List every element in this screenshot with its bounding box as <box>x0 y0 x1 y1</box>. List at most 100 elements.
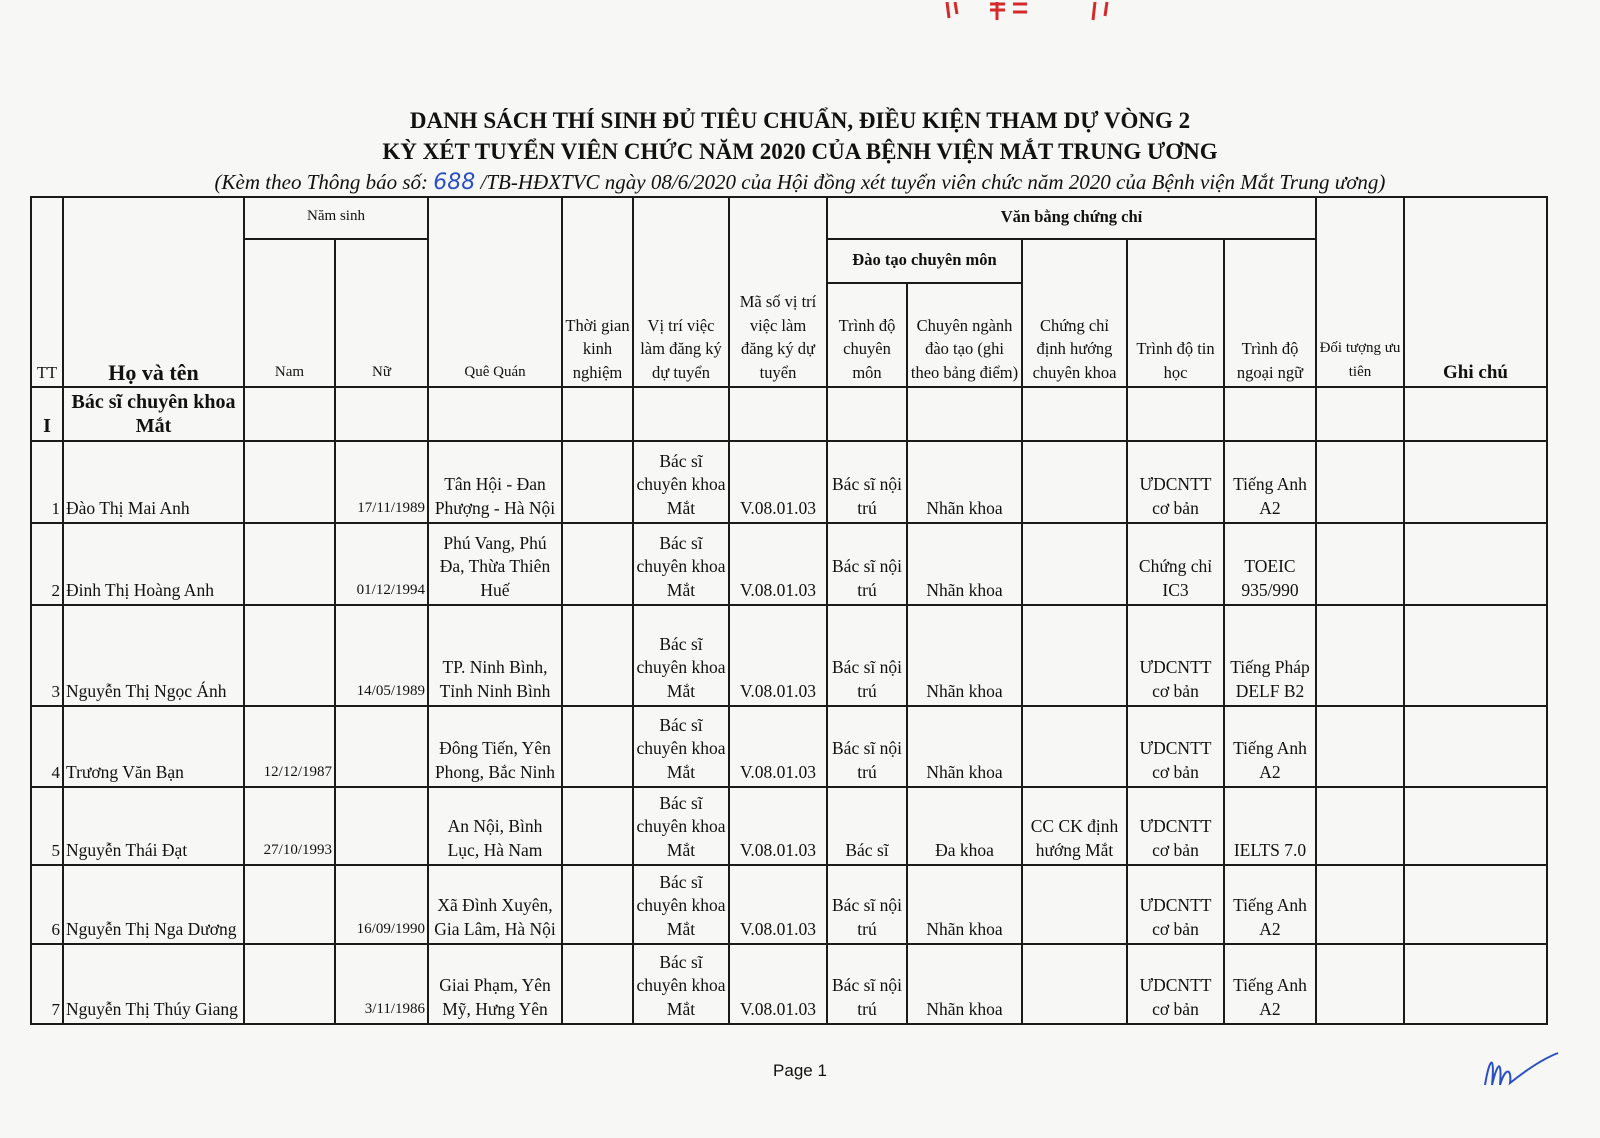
col-language-level: Trình độ ngoại ngữ <box>1223 238 1317 388</box>
row-priority <box>1315 522 1405 606</box>
row-it-level: ƯDCNTT cơ bản <box>1126 786 1225 866</box>
row-position-code: V.08.01.03 <box>728 440 828 524</box>
row-female-dob: 01/12/1994 <box>334 522 429 606</box>
row-it-level: ƯDCNTT cơ bản <box>1126 604 1225 707</box>
table-row: 6 Nguyễn Thị Nga Dương 16/09/1990 Xã Đình X… <box>30 864 1548 945</box>
red-stamp-fragment <box>945 1 1109 21</box>
row-experience <box>561 864 634 945</box>
handwritten-notice-number: 688 <box>433 170 476 195</box>
row-hometown: An Nội, Bình Lục, Hà Nam <box>427 786 563 866</box>
col-experience: Thời gian kinh nghiệm <box>561 196 634 388</box>
row-number: 3 <box>30 604 64 707</box>
row-number: 4 <box>30 705 64 788</box>
row-specialty-cert <box>1021 864 1128 945</box>
row-priority <box>1315 604 1405 707</box>
row-major: Đa khoa <box>906 786 1023 866</box>
row-position-code: V.08.01.03 <box>728 786 828 866</box>
col-female: Nữ <box>334 238 429 388</box>
row-priority <box>1315 786 1405 866</box>
row-it-level: Chứng chỉ IC3 <box>1126 522 1225 606</box>
section-row: I Bác sĩ chuyên khoa Mắt <box>30 386 1548 442</box>
row-major: Nhãn khoa <box>906 864 1023 945</box>
row-notes <box>1403 705 1548 788</box>
row-position-code: V.08.01.03 <box>728 943 828 1025</box>
col-name: Họ và tên <box>62 196 245 388</box>
row-experience <box>561 522 634 606</box>
row-hometown: Phú Vang, Phú Đa, Thừa Thiên Huế <box>427 522 563 606</box>
col-specialty-cert: Chứng chỉ định hướng chuyên khoa <box>1021 238 1128 388</box>
row-notes <box>1403 864 1548 945</box>
row-name: Nguyễn Thị Nga Dương <box>62 864 245 945</box>
row-male-dob: 27/10/1993 <box>243 786 336 866</box>
row-priority <box>1315 864 1405 945</box>
row-male-dob <box>243 864 336 945</box>
row-female-dob <box>334 786 429 866</box>
row-experience <box>561 786 634 866</box>
row-position-code: V.08.01.03 <box>728 864 828 945</box>
row-experience <box>561 604 634 707</box>
candidate-table: TT Họ và tên Năm sinh Quê Quán Thời gian… <box>30 196 1548 1025</box>
row-specialty-cert <box>1021 440 1128 524</box>
row-notes <box>1403 440 1548 524</box>
subtitle-prefix: (Kèm theo Thông báo số: <box>214 170 434 194</box>
col-tt: TT <box>30 196 64 388</box>
row-hometown: Đông Tiến, Yên Phong, Bắc Ninh <box>427 705 563 788</box>
col-priority: Đối tượng ưu tiên <box>1315 196 1405 388</box>
table-row: 3 Nguyễn Thị Ngọc Ánh 14/05/1989 TP. Ninh B… <box>30 604 1548 707</box>
document-title-line1: DANH SÁCH THÍ SINH ĐỦ TIÊU CHUẨN, ĐIỀU K… <box>409 108 1191 133</box>
document-subtitle: (Kèm theo Thông báo số: 688 /TB-HĐXTVC n… <box>0 170 1600 195</box>
col-it-level: Trình độ tin học <box>1126 238 1225 388</box>
col-training: Đào tạo chuyên môn <box>826 238 1023 284</box>
row-female-dob <box>334 705 429 788</box>
row-position-code: V.08.01.03 <box>728 522 828 606</box>
row-name: Nguyễn Thái Đạt <box>62 786 245 866</box>
row-it-level: ƯDCNTT cơ bản <box>1126 705 1225 788</box>
col-position-code: Mã số vị trí việc làm đăng ký dự tuyển <box>728 196 828 388</box>
row-number: 7 <box>30 943 64 1025</box>
row-level: Bác sĩ nội trú <box>826 604 908 707</box>
row-major: Nhãn khoa <box>906 705 1023 788</box>
row-hometown: Tân Hội - Đan Phượng - Hà Nội <box>427 440 563 524</box>
row-name: Nguyễn Thị Thúy Giang <box>62 943 245 1025</box>
row-level: Bác sĩ nội trú <box>826 864 908 945</box>
section-number: I <box>30 386 64 442</box>
row-male-dob <box>243 440 336 524</box>
subtitle-suffix: /TB-HĐXTVC ngày 08/6/2020 của Hội đồng x… <box>475 170 1386 194</box>
row-female-dob: 17/11/1989 <box>334 440 429 524</box>
row-notes <box>1403 604 1548 707</box>
col-level: Trình độ chuyên môn <box>826 282 908 388</box>
row-specialty-cert <box>1021 522 1128 606</box>
row-it-level: ƯDCNTT cơ bản <box>1126 440 1225 524</box>
row-priority <box>1315 440 1405 524</box>
row-position: Bác sĩ chuyên khoa Mắt <box>632 604 730 707</box>
row-female-dob: 3/11/1986 <box>334 943 429 1025</box>
row-language-level: Tiếng Anh A2 <box>1223 440 1317 524</box>
row-position: Bác sĩ chuyên khoa Mắt <box>632 786 730 866</box>
row-name: Đinh Thị Hoàng Anh <box>62 522 245 606</box>
row-level: Bác sĩ nội trú <box>826 705 908 788</box>
col-major: Chuyên ngành đào tạo (ghi theo bảng điểm… <box>906 282 1023 388</box>
col-hometown: Quê Quán <box>427 196 563 388</box>
row-position-code: V.08.01.03 <box>728 705 828 788</box>
section-label: Bác sĩ chuyên khoa Mắt <box>62 386 245 442</box>
row-name: Nguyễn Thị Ngọc Ánh <box>62 604 245 707</box>
row-position: Bác sĩ chuyên khoa Mắt <box>632 705 730 788</box>
row-specialty-cert <box>1021 943 1128 1025</box>
row-experience <box>561 705 634 788</box>
row-position: Bác sĩ chuyên khoa Mắt <box>632 943 730 1025</box>
table-row: 1 Đào Thị Mai Anh 17/11/1989 Tân Hội - Đan … <box>30 440 1548 524</box>
row-language-level: Tiếng Anh A2 <box>1223 705 1317 788</box>
row-priority <box>1315 943 1405 1025</box>
row-name: Đào Thị Mai Anh <box>62 440 245 524</box>
row-number: 2 <box>30 522 64 606</box>
row-male-dob: 12/12/1987 <box>243 705 336 788</box>
row-language-level: Tiếng Anh A2 <box>1223 943 1317 1025</box>
row-language-level: Tiếng Pháp DELF B2 <box>1223 604 1317 707</box>
row-priority <box>1315 705 1405 788</box>
page-number: Page 1 <box>773 1061 827 1080</box>
row-position: Bác sĩ chuyên khoa Mắt <box>632 864 730 945</box>
table-row: 5 Nguyễn Thái Đạt 27/10/1993 An Nội, Bình L… <box>30 786 1548 866</box>
row-experience <box>561 440 634 524</box>
row-number: 1 <box>30 440 64 524</box>
col-male: Nam <box>243 238 336 388</box>
